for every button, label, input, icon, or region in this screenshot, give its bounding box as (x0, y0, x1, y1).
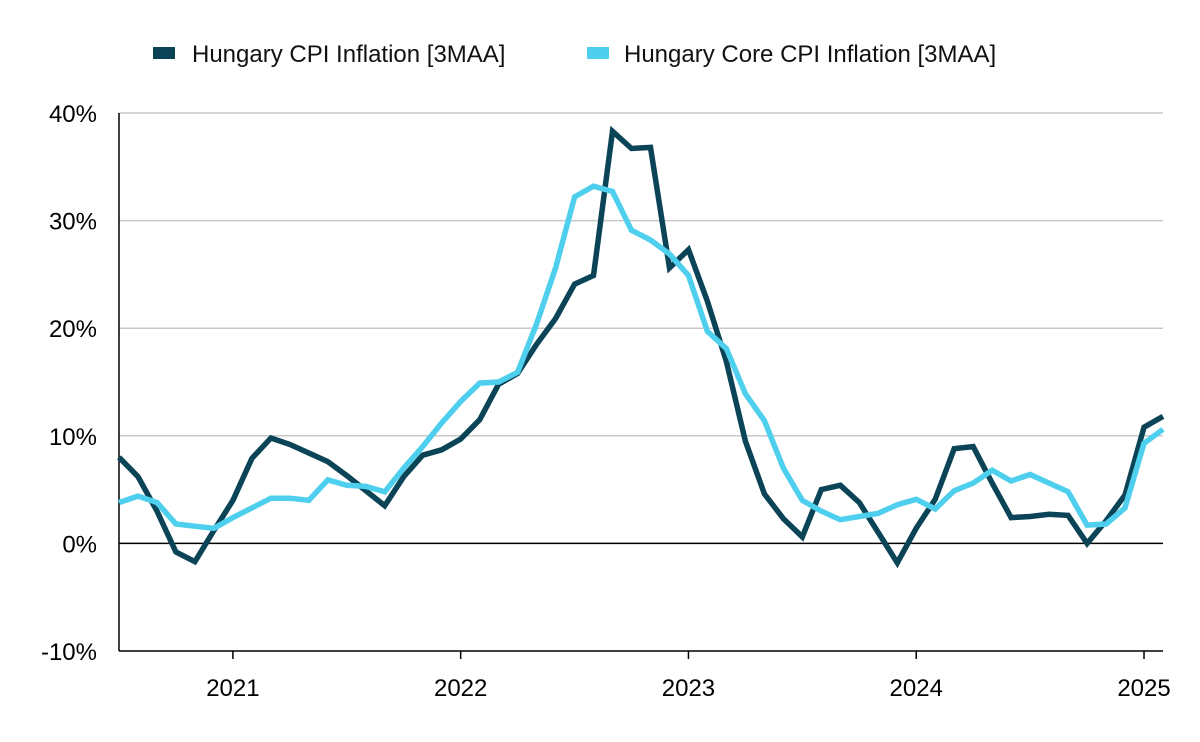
legend-item-cpi[interactable]: Hungary CPI Inflation [3MAA] (153, 41, 505, 68)
series-line-cpi (117, 125, 1165, 569)
y-tick-label: 40% (49, 101, 97, 128)
series-layer (117, 125, 1165, 569)
legend-swatch-core-cpi (587, 47, 609, 59)
x-tick-label: 2023 (662, 675, 715, 702)
gridlines (119, 112, 1163, 437)
legend-label-core-cpi: Hungary Core CPI Inflation [3MAA] (624, 41, 996, 68)
legend: Hungary CPI Inflation [3MAA] Hungary Cor… (153, 41, 996, 68)
x-tick-label: 2021 (206, 675, 259, 702)
legend-swatch-cpi (153, 47, 175, 59)
y-tick-label: 30% (49, 209, 97, 236)
y-tick-label: -10% (41, 639, 97, 666)
x-tick-label: 2022 (434, 675, 487, 702)
y-tick-label: 20% (49, 316, 97, 343)
legend-label-cpi: Hungary CPI Inflation [3MAA] (192, 41, 505, 68)
legend-item-core-cpi[interactable]: Hungary Core CPI Inflation [3MAA] (587, 41, 996, 68)
y-tick-label: 10% (49, 424, 97, 451)
x-axis: 2021 2022 2023 2024 2025 (119, 542, 1171, 702)
series-line-core-cpi (118, 183, 1165, 532)
x-tick-label: 2025 (1117, 675, 1170, 702)
y-axis: -10% 0% 10% 20% 30% 40% (41, 101, 120, 666)
y-tick-label: 0% (62, 531, 97, 558)
x-tick-label: 2024 (890, 675, 943, 702)
